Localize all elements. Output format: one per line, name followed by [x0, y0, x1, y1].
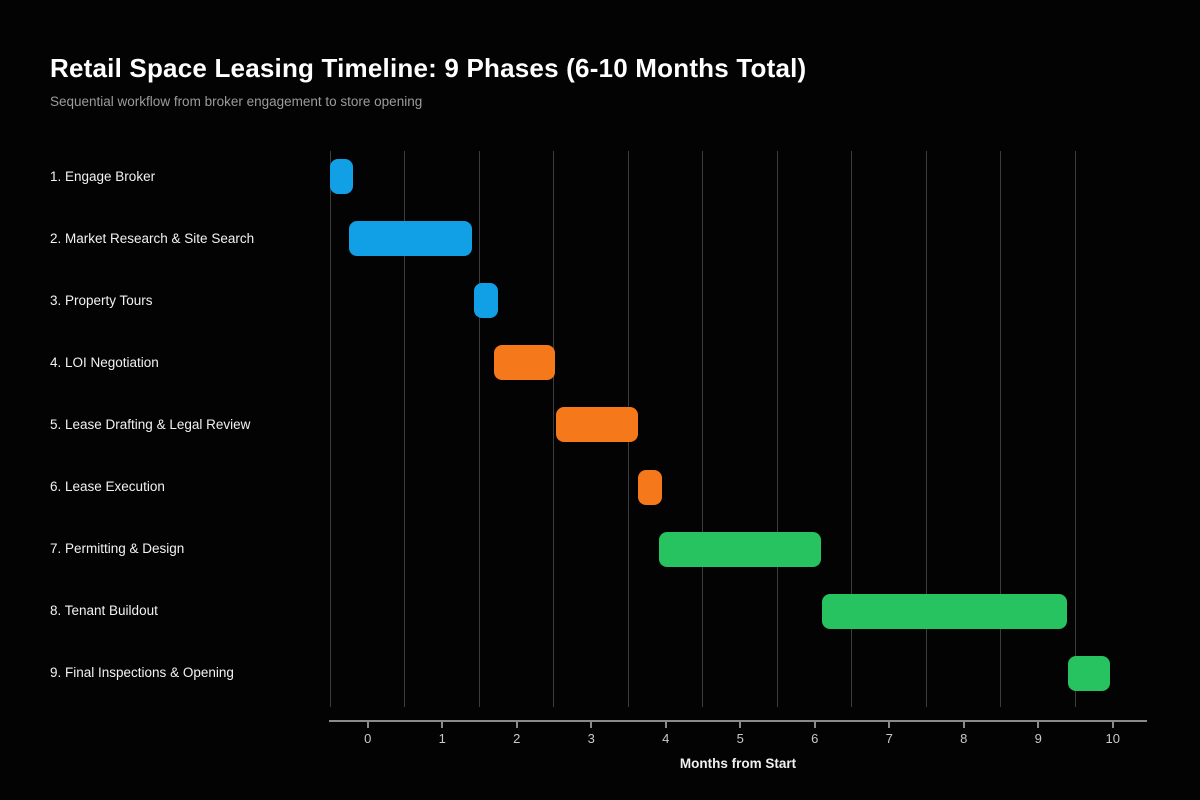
x-tick-label: 5: [736, 731, 744, 746]
gantt-bar: [349, 221, 473, 257]
x-tick: [739, 722, 742, 728]
task-label: 4. LOI Negotiation: [50, 354, 159, 370]
task-label: 1. Engage Broker: [50, 168, 156, 184]
x-tick: [1111, 722, 1114, 728]
x-axis-title: Months from Start: [679, 756, 797, 771]
gantt-bar: [494, 345, 556, 381]
gridline: [925, 151, 927, 707]
gantt-bar: [330, 159, 353, 195]
x-tick: [515, 722, 518, 728]
task-label: 7. Permitting & Design: [50, 541, 185, 557]
gridline: [1000, 151, 1002, 707]
task-label: 8. Tenant Buildout: [50, 603, 158, 619]
x-tick-label: 10: [1105, 731, 1120, 746]
chart-subtitle: Sequential workflow from broker engageme…: [50, 94, 423, 109]
x-tick: [366, 722, 369, 728]
x-tick: [962, 722, 965, 728]
task-label: 9. Final Inspections & Opening: [50, 665, 234, 681]
x-tick: [888, 722, 891, 728]
x-tick-label: 2: [513, 731, 521, 746]
gridline: [553, 151, 555, 707]
gridline: [404, 151, 406, 707]
gridline: [1074, 151, 1076, 707]
task-label: 3. Property Tours: [50, 292, 153, 308]
x-tick-label: 3: [587, 731, 595, 746]
gantt-bar: [556, 407, 639, 443]
task-label-column: 1. Engage Broker 2. Market Research & Sit…: [0, 0, 320, 800]
x-tick-label: 0: [364, 731, 372, 746]
gridline: [329, 151, 331, 707]
gridline: [702, 151, 704, 707]
x-tick-label: 7: [885, 731, 893, 746]
gridline: [776, 151, 778, 707]
x-tick-label: 8: [960, 731, 968, 746]
x-tick: [441, 722, 444, 728]
plot-area: [329, 151, 1147, 722]
gantt-bar: [638, 469, 662, 505]
chart-title: Retail Space Leasing Timeline: 9 Phases …: [50, 53, 807, 83]
gantt-bar: [1068, 655, 1110, 691]
x-tick-label: 4: [662, 731, 670, 746]
x-tick-label: 6: [811, 731, 819, 746]
x-tick-label: 9: [1034, 731, 1042, 746]
task-label: 2. Market Research & Site Search: [50, 230, 255, 246]
x-axis: 0 1 2 3 4 5 6 7 8 9 10: [329, 722, 1147, 762]
gantt-bar: [822, 593, 1068, 629]
task-label: 5. Lease Drafting & Legal Review: [50, 416, 251, 432]
x-tick-label: 1: [438, 731, 446, 746]
gantt-bar: [474, 283, 499, 319]
gridline: [478, 151, 480, 707]
x-tick: [1037, 722, 1040, 728]
task-label: 6. Lease Execution: [50, 479, 165, 494]
x-tick: [813, 722, 816, 728]
x-tick: [664, 722, 667, 728]
gridline: [851, 151, 853, 707]
gantt-bar: [659, 531, 822, 567]
x-tick: [590, 722, 593, 728]
